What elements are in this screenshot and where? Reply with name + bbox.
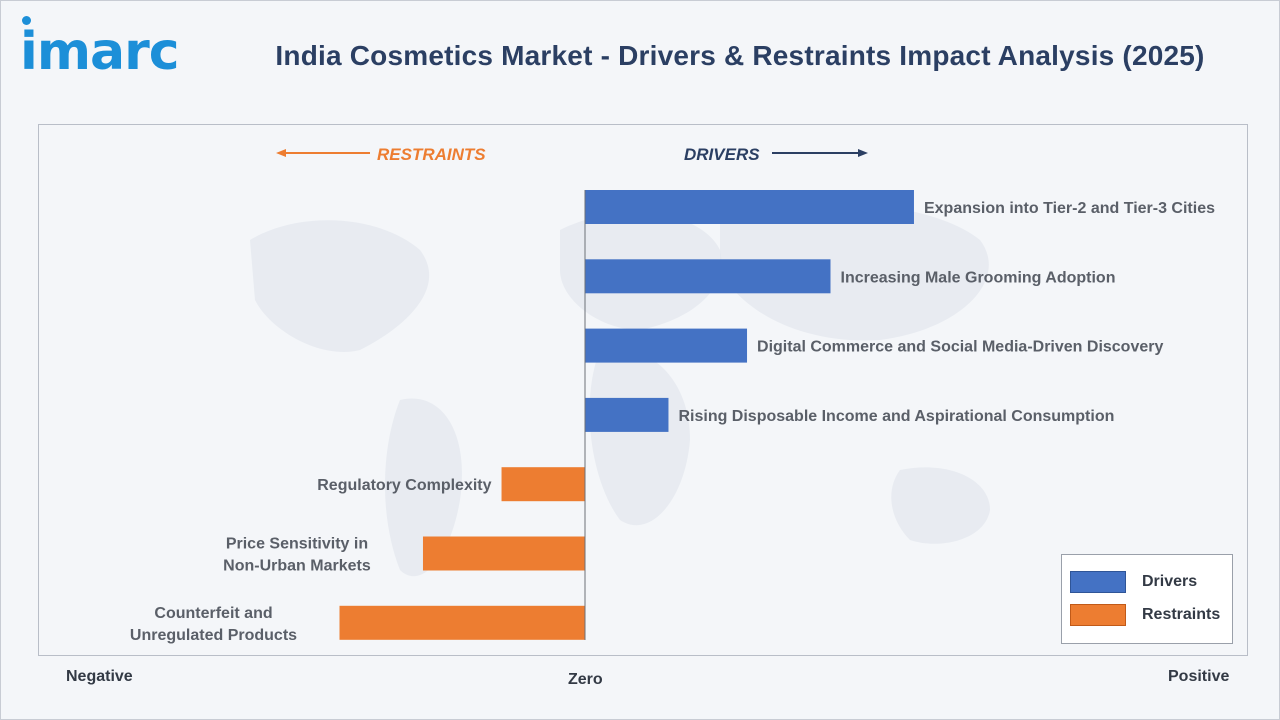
bar-label: Expansion into Tier-2 and Tier-3 Cities [924, 200, 1215, 217]
axis-label-positive: Positive [1168, 668, 1230, 685]
drivers-direction-label: DRIVERS [684, 145, 760, 164]
driver-bar-0 [585, 190, 914, 224]
bar-label: Counterfeit and Unregulated Products [130, 605, 297, 644]
restraints-direction-label: RESTRAINTS [377, 145, 486, 164]
map-shape [589, 348, 690, 526]
restraints-arrow-head [276, 149, 286, 157]
chart-legend: Drivers Restraints [1061, 554, 1233, 644]
restraint-bar-5 [422, 536, 585, 571]
legend-item-restraints: Restraints [1070, 604, 1220, 626]
driver-bar-1 [585, 259, 831, 294]
legend-swatch-drivers [1070, 571, 1126, 593]
legend-swatch-restraints [1070, 604, 1126, 626]
driver-bar-2 [585, 328, 748, 363]
bar-label: Digital Commerce and Social Media-Driven… [757, 339, 1163, 356]
legend-item-drivers: Drivers [1070, 571, 1197, 593]
bar-label: Price Sensitivity in Non-Urban Markets [223, 536, 371, 575]
brand-logo: imarc [20, 22, 180, 82]
map-shape [385, 398, 462, 577]
bar-label: Rising Disposable Income and Aspirationa… [678, 408, 1114, 425]
bar-label: Increasing Male Grooming Adoption [841, 269, 1116, 286]
map-shape [250, 220, 430, 352]
chart-title: India Cosmetics Market - Drivers & Restr… [275, 40, 1205, 71]
axis-label-zero: Zero [568, 671, 603, 688]
map-shape [891, 467, 990, 544]
drivers-arrow-head [858, 149, 868, 157]
map-shape [720, 202, 989, 341]
bar-label: Regulatory Complexity [317, 477, 491, 494]
logo-dot [22, 16, 31, 25]
axis-label-negative: Negative [66, 668, 133, 685]
restraint-bar-4 [501, 467, 585, 502]
restraint-bar-6 [339, 605, 585, 640]
legend-label-drivers: Drivers [1142, 573, 1198, 590]
legend-label-restraints: Restraints [1142, 606, 1221, 623]
driver-bar-3 [585, 397, 669, 432]
